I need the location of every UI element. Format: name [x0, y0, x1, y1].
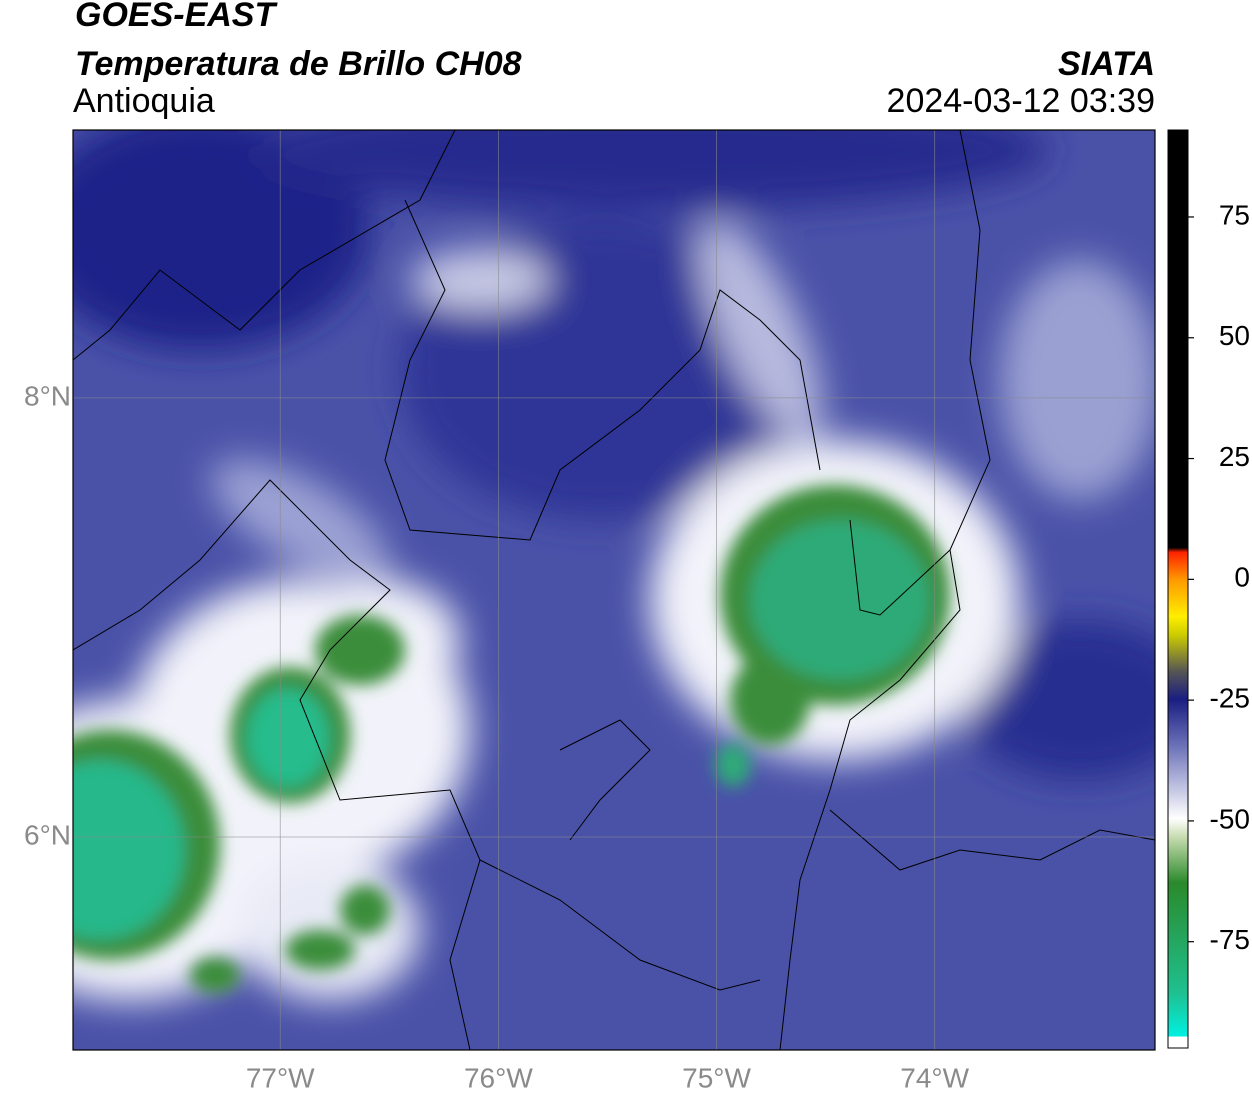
- colorbar-tick-label: 50: [1219, 320, 1250, 351]
- product-title: Temperatura de Brillo CH08: [75, 45, 522, 83]
- map-frame: [72, 129, 1156, 1051]
- lon-tick-label: 75°W: [682, 1062, 751, 1093]
- lon-tick-label: 74°W: [900, 1062, 969, 1093]
- source-label: SIATA: [1058, 45, 1155, 83]
- satellite-image: [73, 130, 1155, 1050]
- satellite-title: GOES-EAST: [75, 0, 278, 34]
- lon-tick-label: 77°W: [246, 1062, 315, 1093]
- colorbar-tick-label: 0: [1234, 562, 1250, 593]
- colorbar-tick-label: -50: [1210, 803, 1250, 834]
- colorbar-tick-label: 25: [1219, 441, 1250, 472]
- lat-tick-label: 8°N: [24, 380, 71, 411]
- colorbar-tick-label: -25: [1210, 683, 1250, 714]
- timestamp: 2024-03-12 03:39: [887, 82, 1155, 120]
- colorbar: [1167, 129, 1189, 1049]
- lat-tick-label: 6°N: [24, 819, 71, 850]
- region-label: Antioquia: [73, 82, 215, 120]
- lon-tick-label: 76°W: [464, 1062, 533, 1093]
- colorbar-tick-label: -75: [1210, 924, 1250, 955]
- colorbar-tick-label: 75: [1219, 199, 1250, 230]
